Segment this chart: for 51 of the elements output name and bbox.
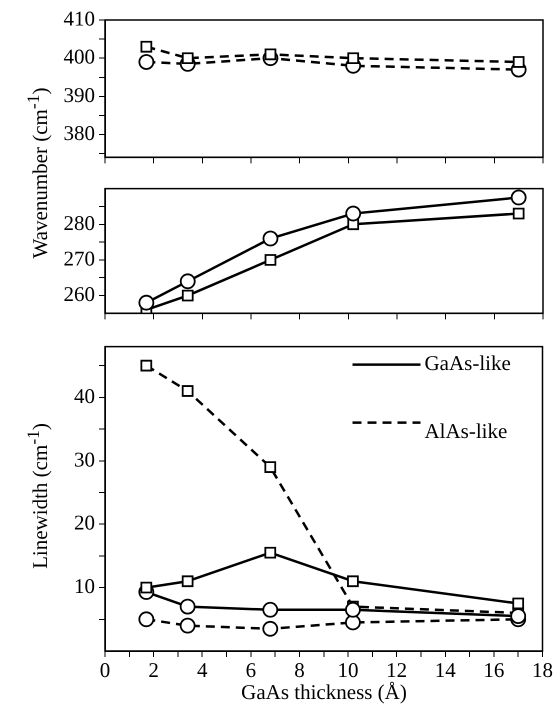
y-tick-label: 10 <box>74 574 95 598</box>
point <box>180 273 196 290</box>
point <box>140 40 152 53</box>
y-tick-label: 380 <box>64 121 95 146</box>
y-tick-label: 400 <box>64 44 95 69</box>
x-axis-title: GaAs thickness (Å) <box>241 680 407 705</box>
y-tick-label: 410 <box>64 6 95 31</box>
y-tick-label: 260 <box>64 282 95 306</box>
point <box>512 598 524 610</box>
point <box>347 52 360 64</box>
y-tick-label: 270 <box>64 246 95 270</box>
point <box>138 54 154 70</box>
point <box>262 230 278 246</box>
point <box>182 52 194 64</box>
y-tick-label: 280 <box>64 210 95 235</box>
point <box>140 360 152 372</box>
point <box>264 254 276 266</box>
legend-label: GaAs-like <box>424 351 511 376</box>
legend-label: AlAs-like <box>424 419 508 444</box>
x-tick-label: 16 <box>483 658 504 682</box>
x-tick-label: 2 <box>148 658 159 682</box>
y-tick-label: 390 <box>64 82 95 107</box>
point <box>512 208 525 220</box>
point <box>138 294 154 311</box>
x-tick-label: 8 <box>294 658 305 682</box>
point <box>510 190 527 206</box>
point <box>180 618 196 634</box>
point <box>345 602 361 618</box>
point <box>264 461 276 473</box>
x-tick-label: 6 <box>246 658 256 682</box>
x-tick-label: 14 <box>434 658 456 682</box>
x-tick-label: 10 <box>338 658 359 682</box>
point <box>138 611 154 628</box>
point <box>347 575 359 588</box>
point <box>180 598 196 615</box>
x-tick-label: 0 <box>100 658 110 682</box>
point <box>262 602 278 618</box>
y-tick-label: 30 <box>74 447 95 472</box>
point <box>182 290 194 302</box>
x-tick-label: 18 <box>532 658 553 682</box>
x-tick-label: 4 <box>196 658 208 682</box>
point <box>182 575 194 588</box>
point <box>345 206 362 222</box>
point <box>264 546 276 559</box>
y-tick-label: 20 <box>74 510 95 535</box>
point <box>512 56 525 68</box>
point <box>182 385 194 397</box>
point <box>345 614 361 630</box>
point <box>262 620 278 637</box>
y-tick-label: 40 <box>74 384 95 408</box>
x-tick-label: 12 <box>386 658 408 682</box>
